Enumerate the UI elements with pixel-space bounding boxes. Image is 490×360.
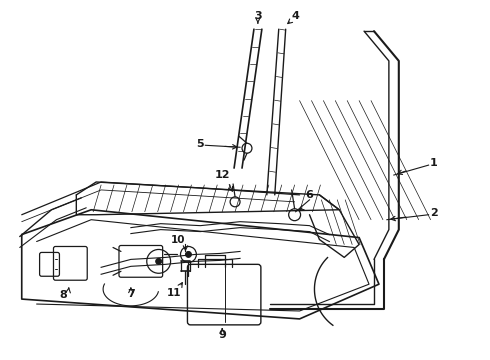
- Text: 8: 8: [60, 290, 67, 300]
- Circle shape: [156, 258, 162, 264]
- Text: 7: 7: [127, 289, 135, 299]
- Text: 9: 9: [218, 330, 226, 340]
- Text: 1: 1: [430, 158, 438, 168]
- Circle shape: [185, 251, 192, 257]
- Text: 11: 11: [167, 288, 182, 298]
- Text: 3: 3: [254, 11, 262, 21]
- Text: 12: 12: [215, 170, 230, 180]
- Text: 6: 6: [306, 190, 314, 200]
- Text: 10: 10: [172, 234, 186, 244]
- Text: 4: 4: [292, 11, 299, 21]
- Text: 5: 5: [196, 139, 204, 149]
- Text: 2: 2: [430, 208, 438, 218]
